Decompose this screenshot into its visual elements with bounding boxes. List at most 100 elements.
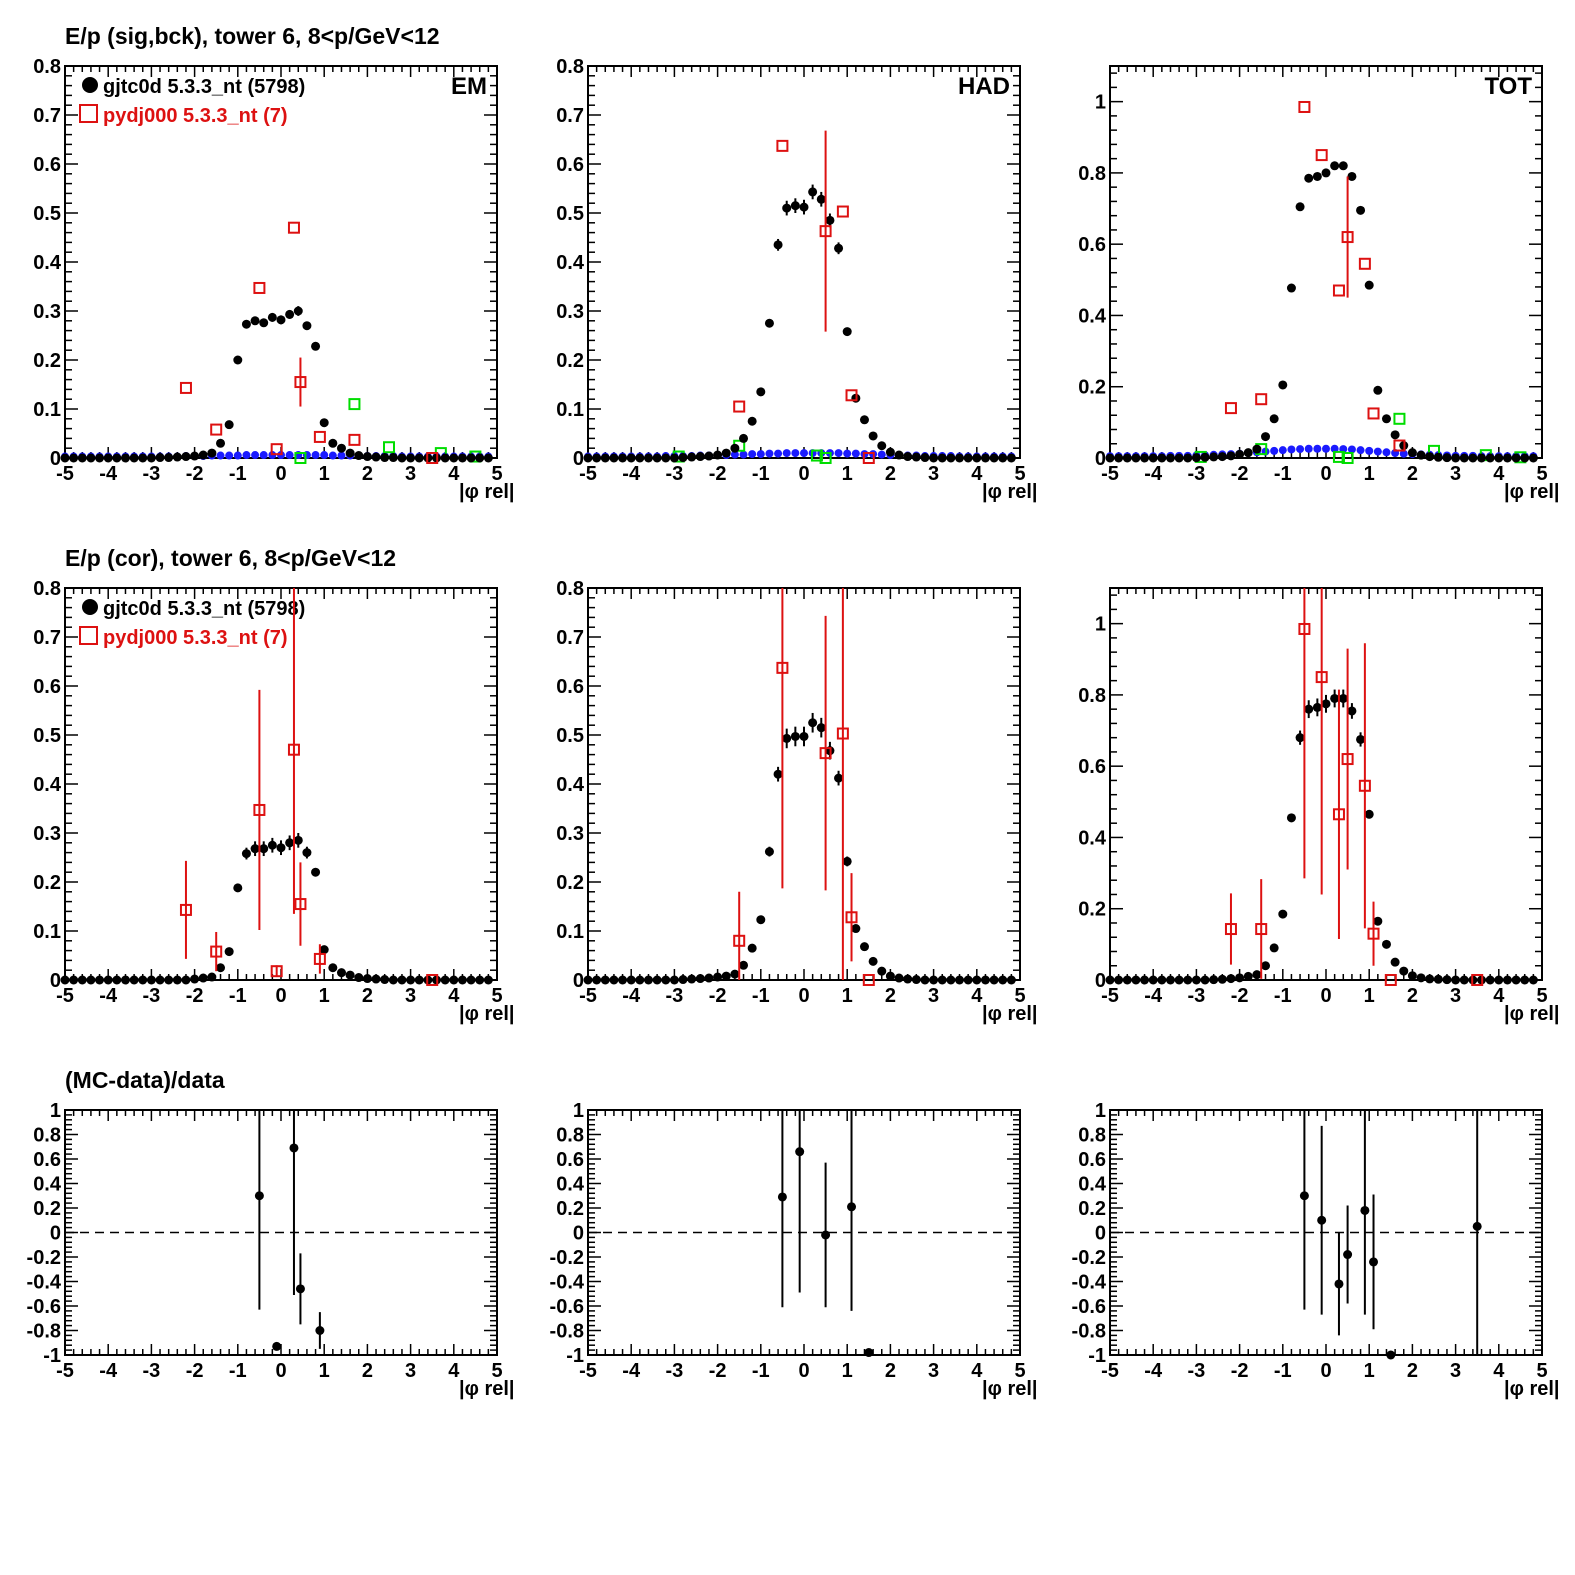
- x-axis-label: |φ rel|: [982, 1378, 1038, 1400]
- x-tick-label: 4: [971, 1360, 983, 1382]
- x-tick-label: 4: [448, 1360, 460, 1382]
- data-point: [388, 453, 398, 463]
- data-point: [1317, 1215, 1327, 1225]
- data-point: [583, 975, 593, 985]
- data-point: [155, 453, 165, 463]
- data-point: [1494, 975, 1504, 985]
- x-tick-label: 1: [1364, 1360, 1375, 1382]
- data-point: [1191, 453, 1201, 463]
- data-point: [397, 975, 407, 985]
- x-axis-label: |φ rel|: [459, 481, 515, 503]
- data-point: [276, 315, 286, 325]
- mc-point: [1358, 779, 1371, 792]
- data-point: [77, 975, 87, 985]
- legend-label-data: gjtc0d 5.3.3_nt (5798): [103, 76, 305, 98]
- data-point: [739, 960, 749, 970]
- y-tick-label: 0: [573, 1223, 584, 1245]
- x-tick-label: -2: [1231, 1360, 1249, 1382]
- y-tick-label: 0.6: [556, 676, 584, 698]
- bck-data-point: [242, 451, 251, 460]
- data-point: [1373, 916, 1383, 926]
- data-point: [816, 194, 826, 204]
- data-point: [795, 1147, 805, 1157]
- x-tick-label: -3: [1188, 463, 1206, 485]
- y-tick-label: -0.2: [27, 1247, 61, 1269]
- x-tick-label: -1: [752, 985, 770, 1007]
- y-tick-label: -0.6: [27, 1296, 61, 1318]
- series-mc: [179, 588, 439, 986]
- bck-data-point: [791, 449, 800, 458]
- data-point: [1528, 453, 1538, 463]
- data-point: [799, 731, 809, 741]
- data-point: [764, 847, 774, 857]
- data-point: [440, 453, 450, 463]
- x-tick-label: -5: [579, 985, 597, 1007]
- row-title-sig: E/p (sig,bck), tower 6, 8<p/GeV<12: [65, 23, 440, 49]
- data-point: [1528, 975, 1538, 985]
- mc-point: [836, 727, 849, 740]
- y-tick-label: 0.5: [33, 725, 61, 747]
- data-point: [937, 453, 947, 463]
- data-point: [354, 973, 364, 983]
- data-point: [851, 924, 861, 934]
- y-tick-label: 0.4: [1078, 305, 1107, 327]
- data-point: [1502, 975, 1512, 985]
- bck-data-point: [1287, 445, 1296, 454]
- mc-point: [348, 433, 361, 446]
- data-point: [1140, 453, 1150, 463]
- x-tick-label: -1: [752, 463, 770, 485]
- bck-data-point: [285, 451, 294, 460]
- data-point: [1122, 453, 1132, 463]
- data-point: [972, 453, 982, 463]
- y-tick-label: 0.6: [1078, 1149, 1106, 1171]
- data-point: [955, 453, 965, 463]
- bck-data-point: [765, 449, 774, 458]
- data-point: [1157, 975, 1167, 985]
- data-point: [713, 972, 723, 982]
- data-point: [859, 942, 869, 952]
- data-point: [95, 975, 105, 985]
- data-point: [86, 453, 96, 463]
- y-tick-label: 0.6: [33, 1149, 61, 1171]
- mc-point: [287, 221, 300, 234]
- data-point: [1261, 432, 1271, 442]
- x-tick-label: -2: [709, 463, 727, 485]
- panel-sig-tot: -5 -4 -3 -2 -1 0 1 2 3 4 5 0 0.2 0.4 0.6 0.8 1 |φ rel| TOT: [1078, 65, 1560, 503]
- bck-data-point: [328, 451, 337, 460]
- series-mc: [733, 588, 875, 986]
- data-point: [345, 448, 355, 458]
- data-point: [1477, 453, 1487, 463]
- data-point: [414, 975, 424, 985]
- bck-data-point: [730, 450, 739, 459]
- mc-point: [776, 139, 789, 152]
- x-tick-label: 4: [1493, 985, 1505, 1007]
- data-point: [380, 975, 390, 985]
- mc-point: [313, 430, 326, 443]
- x-tick-label: -4: [1144, 463, 1163, 485]
- x-tick-label: 4: [971, 463, 983, 485]
- y-tick-label: 0.8: [1078, 685, 1106, 707]
- data-point: [669, 975, 679, 985]
- data-point: [1330, 693, 1340, 703]
- data-point: [1390, 957, 1400, 967]
- mc-point: [294, 898, 307, 911]
- data-point: [440, 975, 450, 985]
- y-tick-label: -0.4: [1072, 1272, 1107, 1294]
- x-tick-label: 1: [1364, 463, 1375, 485]
- data-point: [60, 453, 70, 463]
- bck-data-point: [739, 450, 748, 459]
- x-tick-label: 3: [405, 1360, 416, 1382]
- mc-point: [733, 934, 746, 947]
- data-point: [1235, 973, 1245, 983]
- data-point: [946, 453, 956, 463]
- x-tick-label: 2: [1407, 463, 1418, 485]
- y-tick-label: 0.1: [556, 399, 584, 421]
- data-point: [259, 318, 269, 328]
- y-tick-label: 0.2: [33, 350, 61, 372]
- data-point: [1312, 171, 1322, 181]
- x-tick-label: 3: [1450, 1360, 1461, 1382]
- data-point: [1148, 453, 1158, 463]
- data-point: [1131, 453, 1141, 463]
- bck-data-point: [748, 450, 757, 459]
- x-tick-label: 5: [1014, 985, 1025, 1007]
